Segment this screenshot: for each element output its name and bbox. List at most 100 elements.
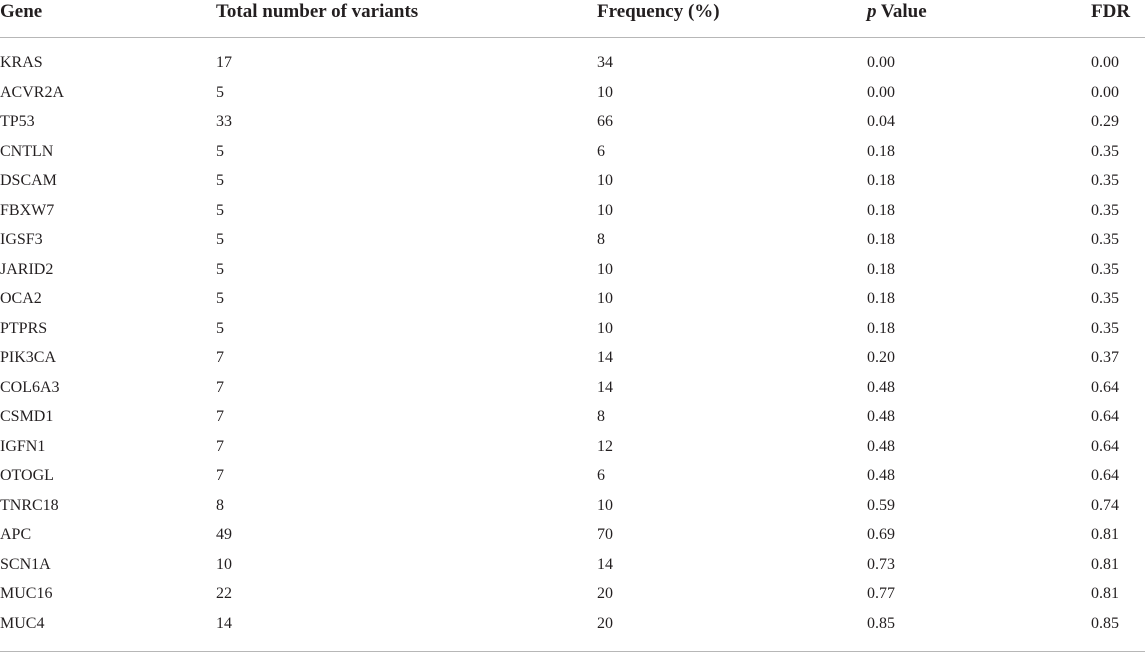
cell-p-value: 0.69 bbox=[867, 526, 895, 543]
cell-gene: DSCAM bbox=[0, 172, 57, 189]
table-row: TP53 33 66 0.04 0.29 bbox=[0, 107, 1145, 137]
table-row: MUC16 22 20 0.77 0.81 bbox=[0, 579, 1145, 609]
cell-total-variants: 49 bbox=[216, 526, 232, 543]
cell-fdr: 0.29 bbox=[1091, 113, 1119, 130]
cell-p-value: 0.73 bbox=[867, 555, 895, 573]
cell-p-value: 0.00 bbox=[867, 83, 895, 101]
cell-fdr: 0.37 bbox=[1091, 349, 1119, 366]
cell-fdr: 0.00 bbox=[1091, 83, 1119, 101]
cell-total-variants: 8 bbox=[216, 496, 224, 514]
cell-gene: TNRC18 bbox=[0, 496, 59, 514]
cell-p-value: 0.18 bbox=[867, 172, 895, 189]
cell-gene: FBXW7 bbox=[0, 201, 55, 219]
cell-frequency: 10 bbox=[597, 201, 613, 219]
cell-total-variants: 5 bbox=[216, 290, 224, 307]
cell-fdr: 0.81 bbox=[1091, 526, 1119, 543]
cell-fdr: 0.35 bbox=[1091, 319, 1119, 337]
cell-p-value: 0.18 bbox=[867, 290, 895, 307]
cell-gene: IGSF3 bbox=[0, 231, 43, 248]
cell-frequency: 14 bbox=[597, 555, 613, 573]
table-row: ACVR2A 5 10 0.00 0.00 bbox=[0, 78, 1145, 108]
cell-frequency: 20 bbox=[597, 614, 613, 632]
cell-p-value: 0.48 bbox=[867, 437, 895, 455]
cell-frequency: 8 bbox=[597, 408, 605, 425]
cell-total-variants: 7 bbox=[216, 349, 224, 366]
cell-frequency: 66 bbox=[597, 113, 613, 130]
cell-frequency: 10 bbox=[597, 83, 613, 101]
cell-gene: KRAS bbox=[0, 54, 43, 71]
cell-total-variants: 7 bbox=[216, 437, 224, 455]
cell-gene: CSMD1 bbox=[0, 408, 54, 425]
cell-p-value: 0.59 bbox=[867, 496, 895, 514]
cell-total-variants: 14 bbox=[216, 614, 232, 632]
table-row: CNTLN 5 6 0.18 0.35 bbox=[0, 137, 1145, 167]
cell-fdr: 0.35 bbox=[1091, 172, 1119, 189]
cell-total-variants: 7 bbox=[216, 467, 224, 484]
cell-total-variants: 5 bbox=[216, 319, 224, 337]
cell-fdr: 0.64 bbox=[1091, 437, 1119, 455]
cell-frequency: 10 bbox=[597, 290, 613, 307]
cell-gene: SCN1A bbox=[0, 555, 51, 573]
cell-frequency: 70 bbox=[597, 526, 613, 543]
header-frequency: Frequency (%) bbox=[597, 0, 867, 38]
cell-frequency: 8 bbox=[597, 231, 605, 248]
cell-gene: PIK3CA bbox=[0, 349, 57, 366]
cell-fdr: 0.64 bbox=[1091, 467, 1119, 484]
cell-p-value: 0.85 bbox=[867, 614, 895, 632]
cell-p-value: 0.18 bbox=[867, 201, 895, 219]
cell-fdr: 0.35 bbox=[1091, 142, 1119, 160]
cell-p-value: 0.00 bbox=[867, 54, 895, 71]
cell-frequency: 10 bbox=[597, 172, 613, 189]
cell-p-value: 0.48 bbox=[867, 467, 895, 484]
cell-frequency: 10 bbox=[597, 496, 613, 514]
cell-fdr: 0.35 bbox=[1091, 231, 1119, 248]
header-p-symbol: p bbox=[867, 1, 877, 22]
cell-fdr: 0.85 bbox=[1091, 614, 1119, 632]
table-row: IGFN1 7 12 0.48 0.64 bbox=[0, 432, 1145, 462]
header-total-variants: Total number of variants bbox=[216, 0, 597, 38]
cell-frequency: 6 bbox=[597, 467, 605, 484]
cell-total-variants: 5 bbox=[216, 201, 224, 219]
cell-frequency: 14 bbox=[597, 349, 613, 366]
table-row: SCN1A 10 14 0.73 0.81 bbox=[0, 550, 1145, 580]
table-row: APC 49 70 0.69 0.81 bbox=[0, 520, 1145, 550]
cell-p-value: 0.20 bbox=[867, 349, 895, 366]
cell-fdr: 0.35 bbox=[1091, 290, 1119, 307]
cell-total-variants: 7 bbox=[216, 408, 224, 425]
cell-gene: JARID2 bbox=[0, 260, 54, 278]
cell-gene: TP53 bbox=[0, 113, 35, 130]
cell-p-value: 0.18 bbox=[867, 142, 895, 160]
cell-p-value: 0.18 bbox=[867, 319, 895, 337]
table-row: JARID2 5 10 0.18 0.35 bbox=[0, 255, 1145, 285]
cell-fdr: 0.81 bbox=[1091, 585, 1119, 602]
cell-gene: MUC4 bbox=[0, 614, 45, 632]
table-row: OCA2 5 10 0.18 0.35 bbox=[0, 284, 1145, 314]
cell-p-value: 0.04 bbox=[867, 113, 895, 130]
table-body: KRAS 17 34 0.00 0.00 ACVR2A 5 10 0.00 0.00 TP53 33 6… bbox=[0, 38, 1145, 639]
cell-fdr: 0.81 bbox=[1091, 555, 1119, 573]
cell-total-variants: 5 bbox=[216, 142, 224, 160]
cell-gene: ACVR2A bbox=[0, 83, 65, 101]
cell-fdr: 0.64 bbox=[1091, 408, 1119, 425]
cell-gene: PTPRS bbox=[0, 319, 48, 337]
cell-frequency: 34 bbox=[597, 54, 613, 71]
table-row: MUC4 14 20 0.85 0.85 bbox=[0, 609, 1145, 639]
cell-total-variants: 10 bbox=[216, 555, 232, 573]
cell-total-variants: 5 bbox=[216, 172, 224, 189]
cell-p-value: 0.48 bbox=[867, 378, 895, 396]
table-row: PIK3CA 7 14 0.20 0.37 bbox=[0, 343, 1145, 373]
cell-fdr: 0.35 bbox=[1091, 201, 1119, 219]
header-gene: Gene bbox=[0, 0, 216, 38]
cell-frequency: 10 bbox=[597, 319, 613, 337]
cell-total-variants: 22 bbox=[216, 585, 232, 602]
gene-variant-table: Gene Total number of variants Frequency … bbox=[0, 0, 1145, 639]
cell-gene: APC bbox=[0, 526, 32, 543]
header-p-value-label: Value bbox=[876, 1, 927, 22]
table-bottom-rule bbox=[0, 651, 1145, 652]
header-fdr: FDR bbox=[1091, 0, 1145, 38]
cell-p-value: 0.18 bbox=[867, 260, 895, 278]
cell-frequency: 10 bbox=[597, 260, 613, 278]
table-row: COL6A3 7 14 0.48 0.64 bbox=[0, 373, 1145, 403]
table-header: Gene Total number of variants Frequency … bbox=[0, 0, 1145, 38]
cell-frequency: 12 bbox=[597, 437, 613, 455]
